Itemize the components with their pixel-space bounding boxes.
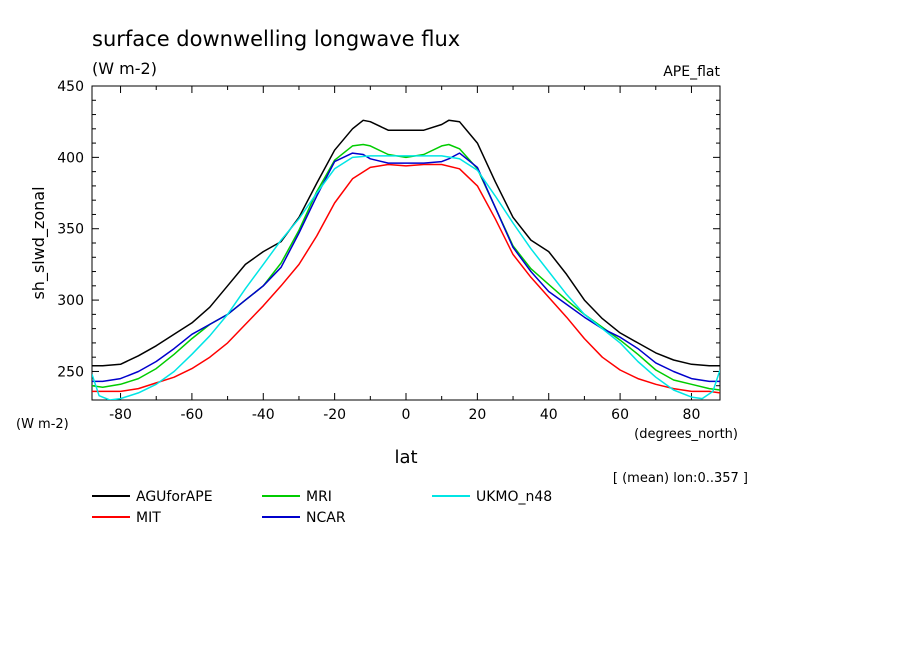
x-tick-label: 40 (540, 407, 558, 423)
y-axis: 250 300 350 400 450 (57, 79, 720, 387)
subset-note: [ (mean) lon:0..357 ] (613, 471, 748, 486)
x-tick-label: 60 (611, 407, 629, 423)
y-tick-label: 450 (57, 79, 84, 95)
experiment-label: APE_flat (663, 64, 720, 80)
series-line-aguforape (92, 119, 720, 367)
legend: AGUforAPE MIT MRI NCAR UKMO_n48 (92, 489, 552, 526)
y-axis-units: (W m-2) (16, 417, 69, 432)
x-axis-label: lat (394, 447, 417, 468)
x-tick-label: -20 (323, 407, 346, 423)
legend-label: MIT (136, 510, 161, 526)
x-tick-label: 80 (683, 407, 701, 423)
x-tick-label: 20 (468, 407, 486, 423)
title-units: (W m-2) (92, 59, 157, 78)
series-line-mit (92, 163, 720, 394)
plot-frame (91, 85, 721, 401)
x-axis-units: (degrees_north) (634, 427, 738, 442)
x-axis: -80 -60 -40 -20 0 20 40 60 80 (109, 86, 700, 423)
legend-label: AGUforAPE (136, 489, 213, 505)
x-tick-label: 0 (402, 407, 411, 423)
legend-label: NCAR (306, 510, 346, 526)
legend-label: UKMO_n48 (476, 489, 552, 505)
x-tick-label: -60 (180, 407, 203, 423)
y-tick-label: 400 (57, 150, 84, 166)
series-line-ncar (92, 152, 720, 383)
chart-title: surface downwelling longwave flux (92, 27, 460, 51)
y-tick-label: 300 (57, 293, 84, 309)
series-line-mri (92, 143, 720, 391)
legend-label: MRI (306, 489, 332, 505)
y-tick-label: 250 (57, 364, 84, 380)
y-axis-label: sh_slwd_zonal (29, 186, 49, 299)
x-tick-label: -80 (109, 407, 132, 423)
series-line-ukmo-n48 (92, 155, 720, 400)
y-tick-label: 350 (57, 222, 84, 238)
series-lines (92, 119, 720, 400)
x-tick-label: -40 (252, 407, 275, 423)
